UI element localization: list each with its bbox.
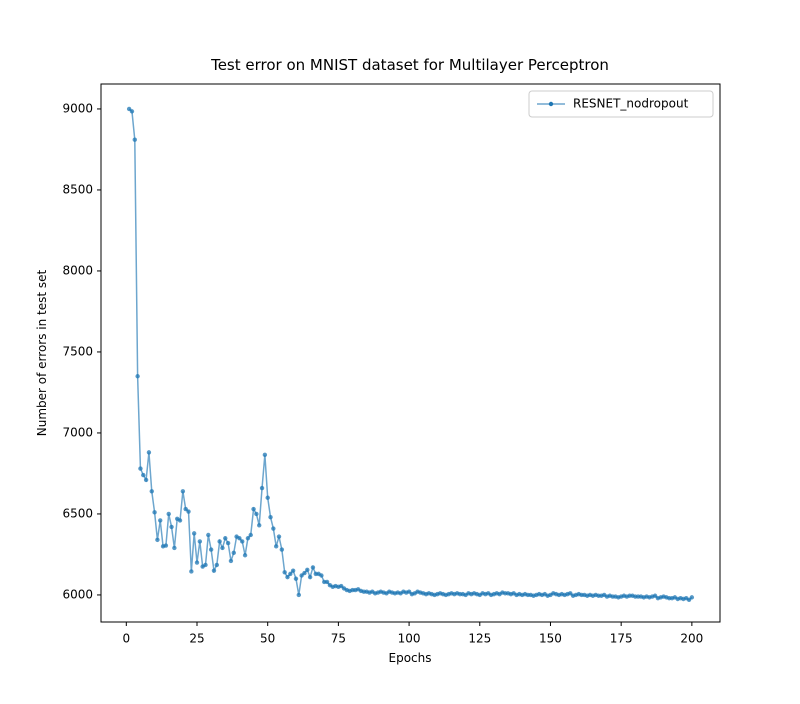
data-point	[189, 569, 194, 574]
data-point	[240, 539, 245, 544]
legend-box	[528, 90, 714, 118]
data-point	[191, 531, 197, 536]
data-point	[279, 547, 285, 552]
data-point	[149, 489, 154, 494]
data-point	[324, 579, 330, 585]
chart-title: Test error on MNIST dataset for Multilay…	[210, 56, 609, 74]
plot-frame	[100, 83, 721, 623]
data-point	[223, 536, 228, 541]
data-point	[141, 472, 146, 478]
data-point	[251, 506, 256, 512]
x-axis-label: Epochs	[389, 651, 432, 665]
legend-marker	[548, 101, 554, 107]
data-point	[208, 547, 214, 552]
data-point	[302, 570, 307, 576]
y-axis-label: Number of errors in test set	[35, 269, 49, 436]
data-point	[180, 489, 186, 494]
data-point	[197, 539, 203, 544]
y-tick-label: 6000	[62, 587, 93, 601]
y-tick-label: 9000	[62, 101, 93, 115]
data-point	[259, 485, 265, 491]
data-point	[305, 567, 310, 573]
x-tick-label: 150	[539, 632, 562, 646]
data-point	[248, 532, 253, 538]
data-point	[220, 545, 225, 551]
data-point	[265, 495, 270, 500]
y-tick-label: 7000	[62, 425, 93, 439]
data-point	[138, 466, 143, 471]
x-tick-label: 50	[260, 632, 275, 646]
data-point	[282, 570, 287, 575]
y-tick-label: 8500	[62, 182, 93, 196]
data-point	[245, 536, 251, 541]
data-point	[129, 109, 135, 114]
x-tick-label: 125	[468, 632, 491, 646]
data-point	[177, 518, 183, 523]
x-tick-label: 200	[680, 632, 703, 646]
data-point	[307, 574, 313, 580]
data-point	[276, 534, 282, 539]
data-point	[268, 514, 273, 520]
data-point	[262, 452, 268, 458]
data-point	[169, 524, 174, 530]
data-point	[293, 576, 299, 581]
y-tick-label: 8000	[62, 263, 93, 277]
data-point	[206, 532, 211, 538]
data-point	[163, 543, 169, 548]
data-point	[143, 477, 149, 483]
data-point	[228, 558, 234, 564]
data-point	[158, 518, 163, 523]
data-point	[296, 592, 302, 598]
data-point	[271, 526, 276, 531]
x-tick-label: 0	[122, 632, 130, 646]
data-point	[194, 560, 200, 565]
data-point	[225, 540, 231, 546]
data-point	[319, 573, 324, 578]
data-point	[290, 568, 296, 573]
x-tick-label: 175	[610, 632, 633, 646]
y-tick-label: 7500	[62, 344, 93, 358]
data-point	[231, 550, 236, 556]
data-point	[254, 511, 259, 517]
data-point	[146, 450, 152, 455]
data-point	[203, 562, 208, 568]
data-point	[211, 568, 217, 573]
data-point	[155, 537, 160, 543]
data-point	[310, 565, 316, 570]
data-point	[166, 511, 171, 517]
x-tick-label: 75	[331, 632, 346, 646]
data-point	[273, 544, 279, 549]
data-point	[152, 510, 157, 515]
x-tick-label: 100	[398, 632, 421, 646]
data-point	[135, 374, 140, 379]
data-point	[257, 523, 262, 528]
legend-label: RESNET_nodropout	[573, 97, 689, 111]
data-point	[237, 536, 242, 541]
data-point	[172, 545, 177, 551]
data-point	[242, 553, 248, 558]
data-point	[132, 137, 137, 142]
data-point	[217, 539, 222, 544]
data-line	[128, 108, 693, 601]
data-point	[186, 509, 191, 514]
data-point	[285, 574, 290, 580]
x-tick-label: 25	[189, 632, 204, 646]
y-tick-label: 6500	[62, 506, 93, 520]
data-point	[288, 571, 293, 577]
data-point	[689, 595, 695, 600]
data-point	[214, 562, 219, 568]
